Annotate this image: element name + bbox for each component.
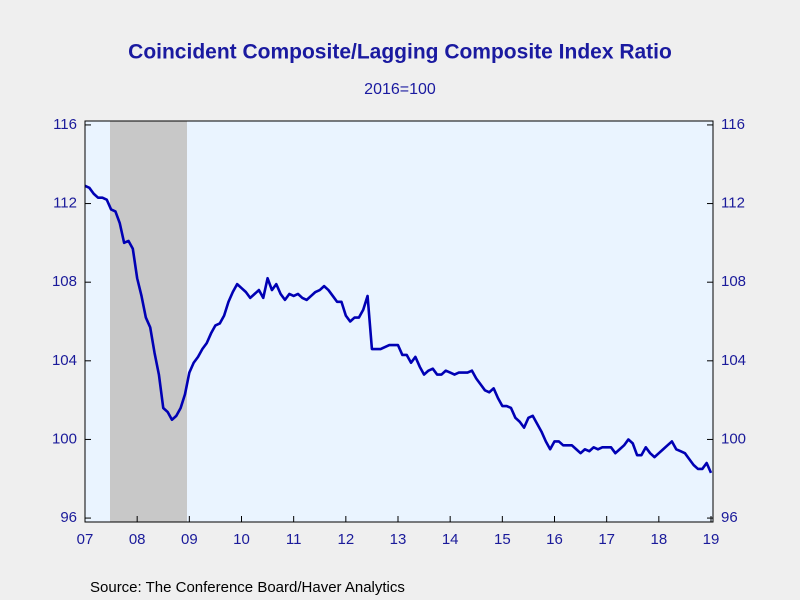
y2-tick-label: 112	[721, 195, 745, 212]
x-tick-label: 10	[233, 531, 250, 548]
x-tick-label: 07	[77, 531, 94, 548]
x-tick-label: 19	[703, 531, 720, 548]
x-tick-label: 09	[181, 531, 198, 548]
y-tick-label: 100	[52, 430, 77, 447]
x-tick-label: 13	[390, 531, 407, 548]
y2-tick-label: 104	[721, 352, 746, 369]
y2-tick-label: 116	[721, 116, 745, 133]
x-tick-label: 16	[546, 531, 563, 548]
plot-area	[85, 121, 713, 522]
y2-tick-label: 96	[721, 509, 738, 526]
chart-title: Coincident Composite/Lagging Composite I…	[128, 41, 672, 64]
source-note: Source: The Conference Board/Haver Analy…	[90, 579, 405, 596]
x-tick-label: 08	[129, 531, 146, 548]
x-tick-label: 11	[286, 531, 302, 548]
series-line	[84, 184, 713, 474]
y-tick-label: 108	[52, 273, 77, 290]
x-tick-label: 18	[650, 531, 667, 548]
y2-tick-label: 108	[721, 273, 746, 290]
y-tick-label: 112	[53, 195, 77, 212]
y-tick-label: 104	[52, 352, 77, 369]
plot-frame	[84, 120, 714, 523]
x-tick-label: 12	[337, 531, 354, 548]
y-tick-label: 116	[53, 116, 77, 133]
x-tick-label: 14	[442, 531, 459, 548]
x-tick-label: 15	[494, 531, 511, 548]
y2-tick-label: 100	[721, 430, 746, 447]
x-tick-label: 17	[598, 531, 615, 548]
chart-subtitle: 2016=100	[364, 81, 436, 98]
y-tick-label: 96	[60, 509, 77, 526]
